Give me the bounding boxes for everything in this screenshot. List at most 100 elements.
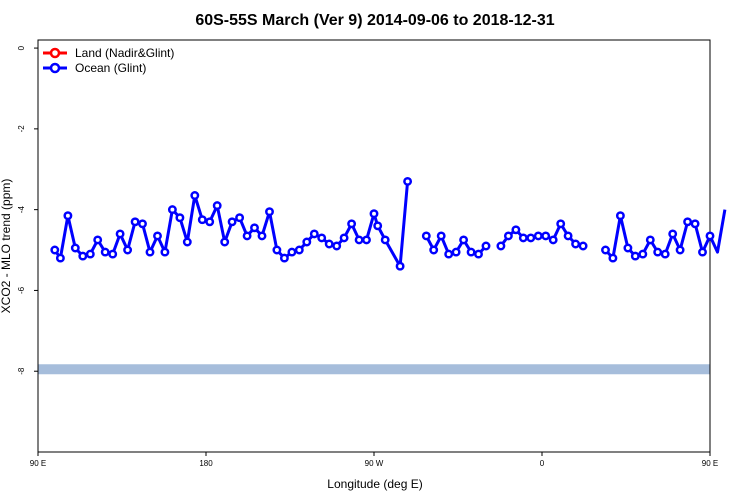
data-point <box>250 223 259 233</box>
data-point <box>354 235 364 245</box>
chart-title: 60S-55S March (Ver 9) 2014-09-06 to 2018… <box>195 12 554 29</box>
data-point <box>205 217 215 227</box>
data-point <box>608 253 618 263</box>
data-point <box>93 235 103 245</box>
data-point <box>85 249 95 259</box>
data-point <box>380 235 390 245</box>
plot-area <box>37 39 711 453</box>
data-point <box>638 249 648 259</box>
data-point <box>167 205 177 215</box>
y-tick-label: -4 <box>17 206 26 214</box>
data-point <box>347 219 357 229</box>
data-point <box>533 231 543 241</box>
x-tick-label: 90 W <box>365 459 384 468</box>
x-axis: 90 E 180 90 W 0 90 E <box>30 452 718 468</box>
data-point <box>272 245 282 255</box>
data-point <box>503 231 513 241</box>
data-point <box>309 229 319 239</box>
data-point <box>287 247 297 257</box>
data-point <box>451 247 461 257</box>
data-point <box>601 245 610 255</box>
legend: Land (Nadir&Glint)Ocean (Glint) <box>43 46 174 75</box>
data-point <box>373 221 383 231</box>
data-point <box>242 231 252 241</box>
data-point <box>459 235 469 245</box>
data-point <box>395 261 405 271</box>
data-point <box>279 253 289 263</box>
data-point <box>235 213 245 223</box>
data-point <box>615 211 625 221</box>
y-tick-label: -8 <box>17 367 26 375</box>
data-point <box>153 231 162 241</box>
data-point <box>518 233 528 243</box>
data-point <box>265 207 274 217</box>
data-point <box>123 245 133 255</box>
data-point <box>145 247 155 257</box>
data-point <box>690 219 700 229</box>
data-point <box>55 253 65 263</box>
data-point <box>444 249 454 259</box>
data-point <box>571 239 581 249</box>
data-point <box>115 229 125 239</box>
data-point <box>511 225 521 235</box>
data-point <box>50 245 60 255</box>
data-point <box>526 233 536 243</box>
data-point <box>197 215 207 225</box>
y-tick-label: 0 <box>17 45 26 50</box>
data-point <box>403 176 413 186</box>
data-point <box>138 219 147 229</box>
data-point <box>227 217 237 227</box>
data-point <box>660 249 670 259</box>
data-point <box>653 247 663 257</box>
data-point <box>362 235 371 245</box>
data-point <box>630 251 640 261</box>
data-point <box>623 243 633 253</box>
y-tick-label: -6 <box>17 286 26 294</box>
data-point <box>317 233 327 243</box>
data-point <box>257 231 267 241</box>
data-point <box>100 247 110 257</box>
data-point <box>294 245 304 255</box>
data-point <box>436 231 446 241</box>
y-axis: 0 -2 -4 -6 -8 <box>17 45 38 375</box>
data-point <box>563 231 573 241</box>
data-point <box>481 241 491 251</box>
data-point <box>302 237 312 247</box>
data-point <box>70 243 80 253</box>
x-tick-label: 0 <box>540 459 545 468</box>
data-point <box>324 239 334 249</box>
x-tick-label: 90 E <box>702 459 718 468</box>
x-axis-label: Longitude (deg E) <box>327 477 422 491</box>
data-point <box>675 245 685 255</box>
y-axis-label: XCO2 - MLO trend (ppm) <box>0 179 13 314</box>
legend-label: Land (Nadir&Glint) <box>75 46 174 60</box>
data-point <box>705 231 715 241</box>
data-point <box>578 241 588 251</box>
data-point <box>332 241 342 251</box>
data-point <box>108 249 118 259</box>
data-point <box>63 211 73 221</box>
series-layer <box>50 176 727 271</box>
data-point <box>698 247 707 257</box>
data-point <box>369 209 379 219</box>
legend-marker <box>49 62 61 74</box>
data-point <box>556 219 566 229</box>
data-point <box>496 241 506 251</box>
y-tick-label: -2 <box>17 125 26 133</box>
data-point <box>429 245 439 255</box>
data-point <box>421 231 431 241</box>
data-point <box>683 217 693 227</box>
data-point <box>212 201 222 211</box>
data-point <box>78 251 88 261</box>
data-point <box>541 231 551 241</box>
legend-label: Ocean (Glint) <box>75 61 146 75</box>
legend-marker <box>49 47 61 59</box>
data-point <box>190 191 200 200</box>
data-point <box>548 235 558 245</box>
data-point <box>466 247 476 257</box>
x-tick-label: 180 <box>199 459 213 468</box>
data-point <box>339 233 349 243</box>
data-point <box>668 229 678 239</box>
data-point <box>474 249 483 259</box>
data-point <box>182 237 192 247</box>
